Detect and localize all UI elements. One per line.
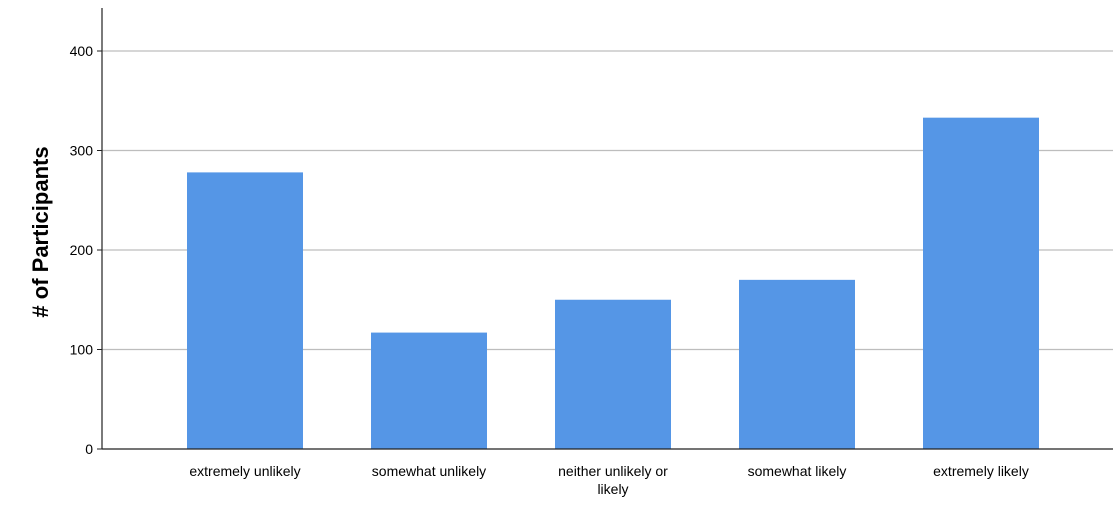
y-tick-labels: 0 100 200 300 400 bbox=[70, 43, 94, 457]
axes bbox=[97, 8, 1113, 450]
y-axis-label: # of Participants bbox=[28, 146, 53, 317]
bar-neither-unlikely-or-likely bbox=[555, 299, 671, 449]
bars bbox=[187, 117, 1039, 449]
x-tick-labels: extremely unlikely somewhat unlikely neith… bbox=[189, 463, 1028, 497]
y-tick-label-100: 100 bbox=[70, 342, 94, 358]
x-tick-label-somewhat-unlikely: somewhat unlikely bbox=[372, 463, 486, 479]
x-tick-label-extremely-unlikely: extremely unlikely bbox=[189, 463, 300, 479]
bar-somewhat-likely bbox=[739, 279, 855, 449]
bar-extremely-likely bbox=[923, 117, 1039, 449]
y-tick-label-0: 0 bbox=[85, 441, 93, 457]
y-tick-label-400: 400 bbox=[70, 43, 94, 59]
y-tick-label-300: 300 bbox=[70, 143, 94, 159]
x-tick-label-extremely-likely: extremely likely bbox=[933, 463, 1029, 479]
x-tick-label-somewhat-likely: somewhat likely bbox=[748, 463, 847, 479]
bar-extremely-unlikely bbox=[187, 172, 303, 449]
bar-somewhat-unlikely bbox=[371, 332, 487, 449]
y-tick-label-200: 200 bbox=[70, 242, 94, 258]
x-tick-label-neither-unlikely-or-likely: neither unlikely or likely bbox=[558, 463, 668, 497]
